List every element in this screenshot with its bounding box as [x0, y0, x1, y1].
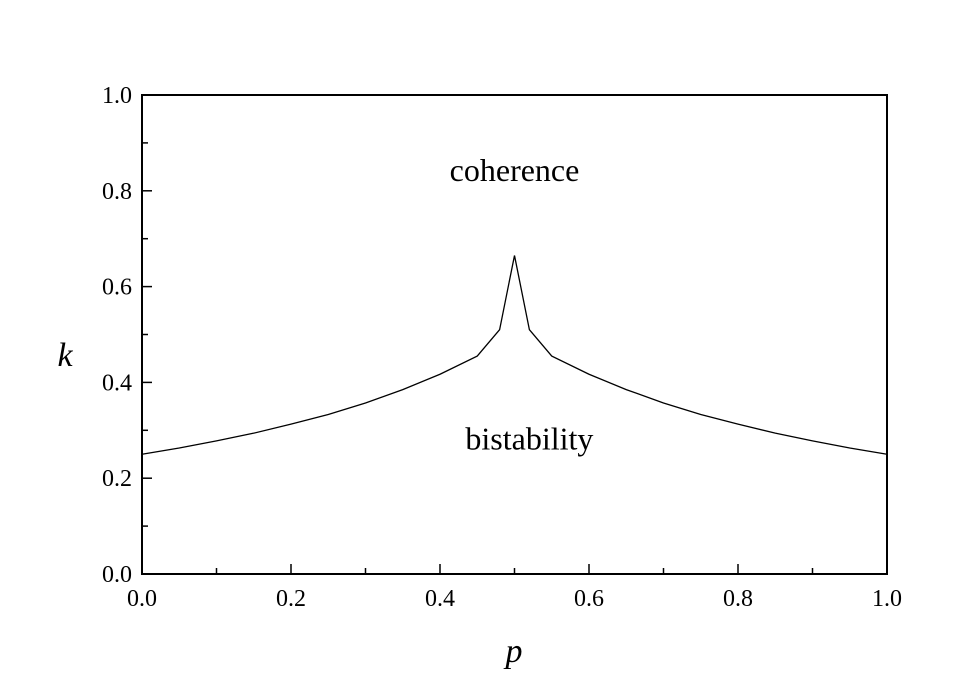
- region-label-coherence: coherence: [450, 152, 580, 188]
- y-tick-label: 0.8: [102, 179, 132, 205]
- x-tick-label: 0.2: [276, 586, 306, 612]
- boundary-curve: [141, 255, 888, 455]
- y-tick-label: 0.4: [102, 370, 132, 396]
- x-tick-label: 0.8: [723, 586, 753, 612]
- x-axis-label: p: [504, 633, 523, 670]
- region-label-bistability: bistability: [465, 420, 593, 456]
- tick-labels: 0.0 0.2 0.4 0.6 0.8 1.0 0.0 0.2 0.4 0.6 0.8 1.0: [102, 83, 902, 612]
- x-tick-label: 0.6: [574, 586, 604, 612]
- y-axis-label: k: [57, 337, 73, 374]
- axis-ticks: [141, 94, 888, 575]
- x-tick-label: 0.4: [425, 586, 455, 612]
- x-tick-label: 1.0: [872, 586, 902, 612]
- y-tick-label: 0.0: [102, 562, 132, 588]
- y-tick-label: 1.0: [102, 83, 132, 109]
- x-tick-label: 0.0: [127, 586, 157, 612]
- y-tick-label: 0.6: [102, 275, 132, 301]
- y-tick-label: 0.2: [102, 466, 132, 492]
